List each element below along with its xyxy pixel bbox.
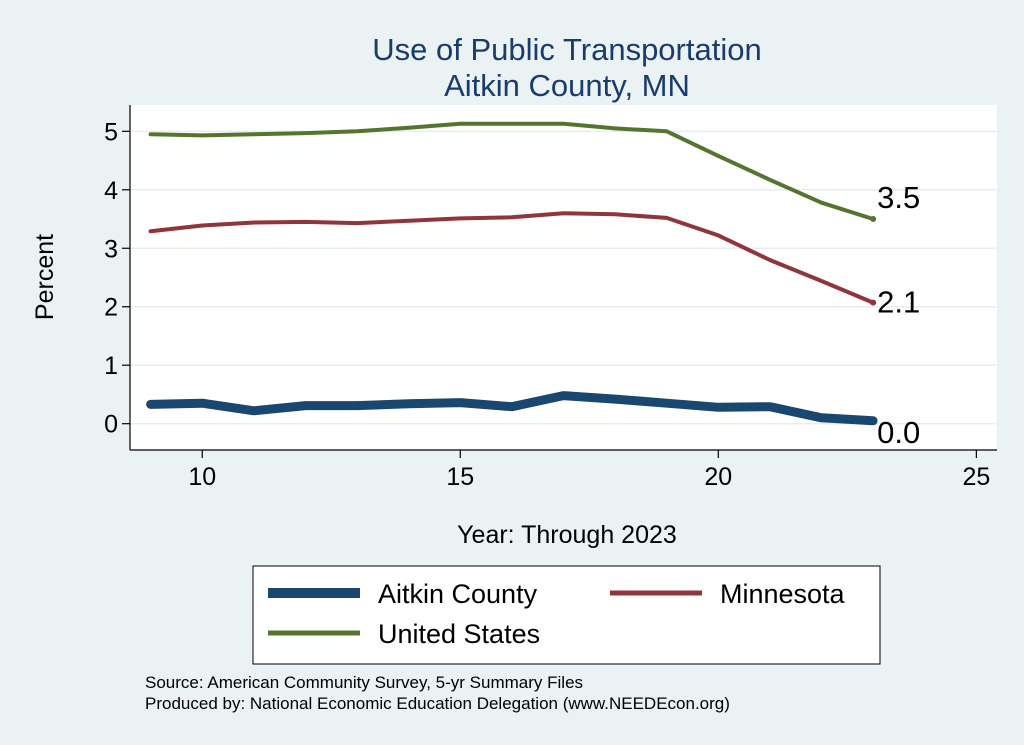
series-end-label-3: 3.5 [877, 180, 920, 215]
series-end-label-2: 2.1 [877, 285, 920, 320]
series-end-point-2 [870, 299, 877, 306]
series-line-1 [146, 391, 878, 426]
series-end-label-1: 0.0 [877, 415, 920, 450]
source-note: Source: American Community Survey, 5-yr … [145, 673, 583, 692]
x-axis-label: Year: Through 2023 [457, 521, 677, 549]
y-tick-label: 5 [104, 118, 118, 146]
legend-box [252, 565, 881, 665]
series-line-2 [148, 211, 876, 305]
y-tick-label: 4 [104, 177, 118, 205]
series-end-point-1 [870, 417, 877, 424]
x-tick-label: 25 [962, 463, 990, 491]
chart-title-line2: Aitkin County, MN [444, 68, 690, 103]
series-line-3 [148, 121, 876, 221]
y-tick-label: 3 [104, 235, 118, 263]
x-axis-ticks: 10 15 20 25 [188, 450, 990, 491]
x-tick-label: 10 [188, 463, 216, 491]
legend-label-1: Aitkin County [378, 579, 538, 609]
gridlines [130, 130, 997, 425]
y-axis-label: Percent [31, 234, 59, 320]
legend-label-3: United States [378, 619, 540, 649]
y-axis-ticks: 0 1 2 3 4 5 [104, 118, 130, 439]
x-tick-label: 20 [704, 463, 732, 491]
legend: Aitkin County Minnesota United States [268, 579, 846, 649]
x-tick-label: 15 [446, 463, 474, 491]
series-end-point-3 [870, 216, 877, 223]
y-tick-label: 2 [104, 294, 118, 322]
series-group [146, 121, 878, 426]
chart-title-line1: Use of Public Transportation [372, 32, 761, 67]
y-tick-label: 0 [104, 411, 118, 439]
y-tick-label: 1 [104, 352, 118, 380]
produced-by-note: Produced by: National Economic Education… [145, 694, 730, 713]
legend-label-2: Minnesota [720, 579, 846, 609]
end-labels: 0.0 2.1 3.5 [877, 180, 920, 450]
